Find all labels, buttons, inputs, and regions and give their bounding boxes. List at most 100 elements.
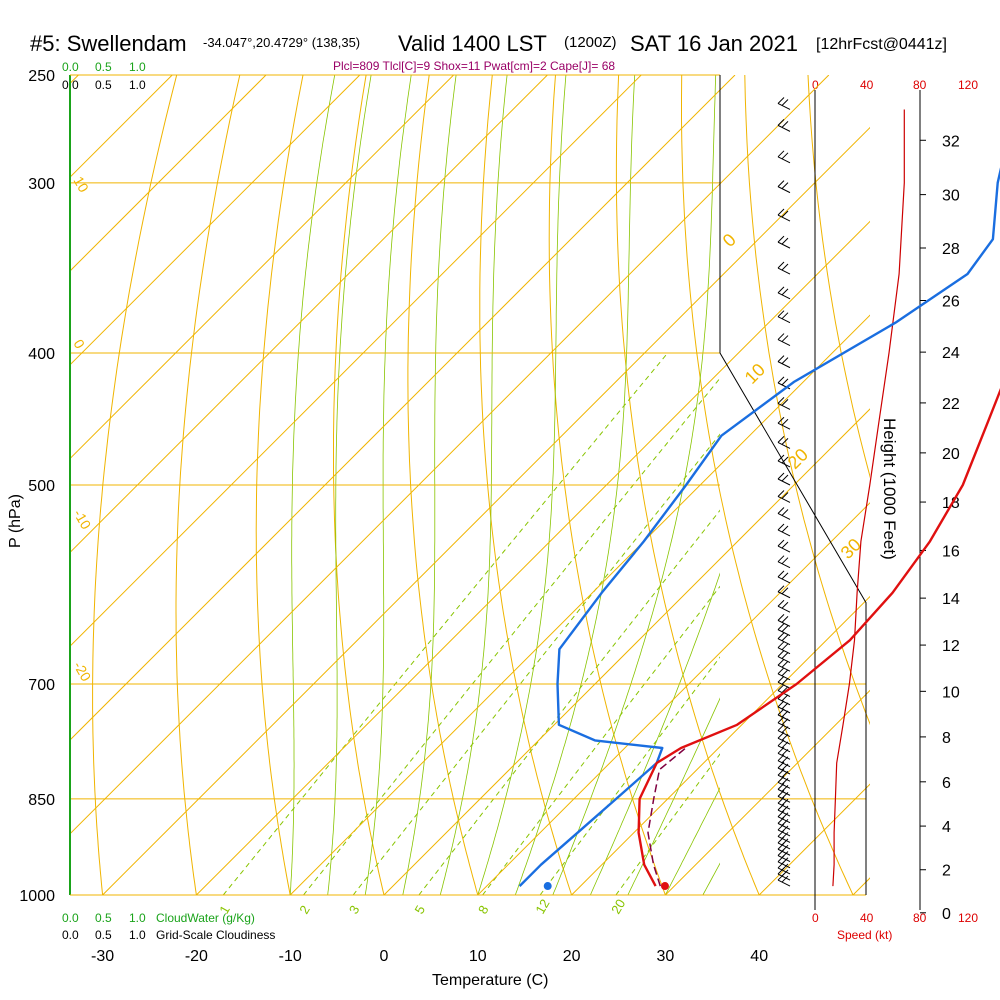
speed-tick-top-1: 40 — [860, 78, 874, 92]
wind-barb-flag — [781, 643, 789, 651]
wind-barb-flag — [777, 632, 785, 640]
wind-barb-staff — [777, 795, 791, 803]
wind-barb-staff — [777, 752, 791, 760]
isotherm-line — [70, 75, 267, 272]
x-tick-label: 20 — [563, 948, 581, 965]
y-axis-label: P (hPa) — [7, 494, 24, 548]
mixing-ratio-label: 20 — [608, 896, 628, 916]
wind-barb — [777, 235, 791, 249]
wind-barb-staff — [777, 867, 791, 875]
wind-barb — [777, 416, 791, 430]
isotherm-line — [665, 689, 870, 895]
wind-barb-staff — [777, 822, 791, 830]
wind-barb-flag — [781, 541, 789, 549]
wind-barb-staff — [777, 103, 791, 110]
wind-barb-staff — [777, 802, 791, 810]
speed-tick-top-0: 0 — [812, 78, 819, 92]
height-tick-label: 30 — [942, 188, 960, 205]
wind-barb-flag — [781, 875, 789, 883]
height-tick-label: 20 — [942, 446, 960, 463]
sounding-parameters: Plcl=809 Tlcl[C]=9 Shox=11 Pwat[cm]=2 Ca… — [333, 59, 615, 73]
dry-adiabat-line — [744, 75, 870, 726]
speed-axis-label: Speed (kt) — [837, 928, 892, 942]
wind-barb-staff — [777, 767, 791, 775]
wind-barb-staff — [777, 156, 791, 164]
wind-barb-staff — [777, 545, 791, 553]
cloudwater-tick-bottom-0: 0.0 — [62, 911, 79, 925]
wind-barb — [777, 873, 791, 887]
wind-barb-staff — [777, 698, 791, 706]
wind-barb-staff — [777, 529, 791, 537]
wind-barb-staff — [777, 809, 791, 817]
wind-barb-staff — [777, 706, 791, 714]
height-tick-label: 24 — [942, 345, 960, 362]
moist-adiabat-line — [477, 75, 567, 895]
wind-barb-flag — [781, 474, 789, 482]
wind-barb — [777, 310, 791, 324]
moist-adiabat-line — [627, 697, 720, 895]
wind-barb-staff — [777, 673, 791, 681]
wind-barb-staff — [777, 382, 791, 390]
wind-barb-flag — [781, 857, 789, 865]
moist-adiabat-line — [590, 572, 720, 895]
wind-barb-flag — [781, 357, 789, 364]
wind-barb-flag — [781, 702, 789, 710]
height-tick-label: 32 — [942, 133, 960, 150]
wind-barb-staff — [777, 361, 791, 369]
wind-barb-flag — [781, 660, 789, 668]
moist-adiabats — [289, 75, 720, 895]
wind-barb — [777, 641, 791, 655]
speed-tick-bottom-2: 80 — [913, 911, 927, 925]
cloudiness-label: Grid-Scale Cloudiness — [156, 928, 275, 942]
wind-barb-flag — [777, 675, 785, 683]
height-tick-label: 8 — [942, 730, 951, 747]
cloudwater-tick-top-0: 0.0 — [62, 60, 79, 74]
wind-barb-flag — [781, 438, 789, 445]
wind-barb-flag — [777, 658, 785, 666]
wind-barb-flag — [781, 832, 789, 839]
wind-barb-flag — [777, 310, 785, 318]
speed-tick-top-2: 80 — [913, 78, 927, 92]
dry-adiabat-line — [407, 75, 479, 895]
mixing-ratio-label: 3 — [346, 903, 363, 917]
wind-barb-flag — [781, 677, 789, 685]
wind-barb — [777, 507, 791, 520]
height-tick-label: 22 — [942, 396, 960, 413]
wind-barb-flag — [777, 810, 785, 818]
wind-barb-flag — [781, 686, 789, 693]
wind-barb-flag — [777, 539, 785, 547]
wind-barb-staff — [777, 339, 791, 347]
forecast-info: [12hrFcst@0441z] — [816, 36, 947, 53]
wind-barb-flag — [777, 684, 785, 691]
wind-barb — [777, 523, 791, 537]
wind-barb-flag — [777, 235, 785, 243]
height-tick-label: 16 — [942, 543, 960, 560]
wind-barb-staff — [777, 656, 791, 663]
wind-barb-staff — [777, 760, 791, 768]
surface-temperature-dot — [660, 882, 669, 891]
wind-barb-staff — [777, 422, 791, 430]
wind-barb-flag — [777, 667, 785, 675]
wind-barb-flag — [777, 472, 785, 480]
x-tick-label: 10 — [469, 948, 487, 965]
wind-barb — [777, 614, 791, 627]
wind-barb-flag — [781, 99, 789, 106]
wind-barb-flag — [777, 700, 785, 708]
wind-barb-flag — [781, 616, 789, 623]
wind-barb-flag — [777, 208, 785, 216]
wind-barb-flag — [781, 825, 789, 833]
wind-barb — [777, 796, 791, 810]
wind-barb-flag — [777, 803, 785, 811]
wind-barb — [777, 436, 791, 449]
wind-barb-flag — [781, 572, 789, 580]
wind-barb-staff — [777, 214, 791, 222]
wind-barb-staff — [777, 316, 791, 324]
wind-barb-flag — [781, 312, 789, 320]
mixing-ratio-line — [615, 753, 720, 895]
wind-barb-staff — [777, 829, 791, 837]
speed-tick-bottom-0: 0 — [812, 911, 819, 925]
isotherm-label: -10 — [70, 507, 94, 533]
wind-barb-staff — [777, 664, 791, 672]
wind-barb — [777, 724, 791, 737]
